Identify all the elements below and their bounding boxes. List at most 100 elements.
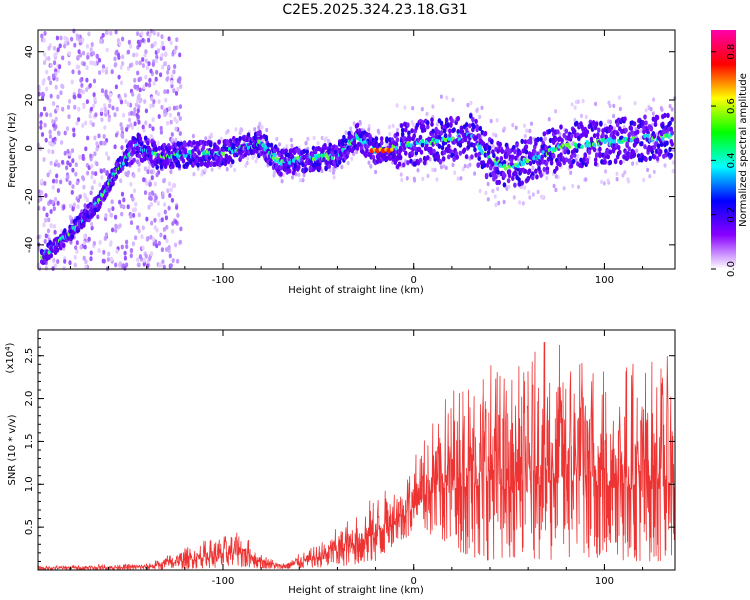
noise-dot <box>502 199 506 205</box>
noise-dot <box>109 31 113 36</box>
noise-dot <box>251 155 255 160</box>
noise-dot <box>54 178 59 184</box>
noise-dot <box>99 168 103 174</box>
noise-dot <box>486 197 490 202</box>
noise-dot <box>48 199 53 205</box>
ridge-dot <box>238 136 242 142</box>
noise-dot <box>225 167 229 172</box>
ridge-dot <box>442 128 447 134</box>
noise-dot <box>129 181 133 187</box>
ridge-dot <box>492 152 496 159</box>
ridge-dot <box>246 132 251 138</box>
y-tick-label: 1.0 <box>24 476 35 492</box>
noise-dot <box>150 175 154 181</box>
ridge-dot <box>400 127 405 133</box>
noise-dot <box>131 241 135 247</box>
noise-dot <box>90 185 94 191</box>
x-tick-label: 100 <box>595 275 614 286</box>
ridge-peak <box>444 137 448 143</box>
ridge-peak <box>221 151 225 156</box>
noise-dot <box>76 197 81 203</box>
ridge-dot <box>178 150 183 156</box>
noise-dot <box>71 184 75 190</box>
noise-dot <box>469 100 473 106</box>
noise-dot <box>49 209 53 214</box>
ridge-dot <box>463 137 468 143</box>
noise-dot <box>60 83 64 89</box>
noise-dot <box>125 239 129 245</box>
noise-dot <box>93 61 97 67</box>
noise-dot <box>136 159 140 165</box>
ridge-dot <box>491 161 495 167</box>
ridge-peak <box>603 139 607 145</box>
noise-dot <box>367 123 371 129</box>
noise-dot <box>151 191 155 196</box>
noise-dot <box>451 162 455 168</box>
noise-dot <box>170 74 174 79</box>
ridge-dot <box>474 118 478 124</box>
ridge-dot <box>630 130 635 136</box>
noise-dot <box>63 43 67 49</box>
noise-dot <box>580 113 583 119</box>
y-tick-label: 20 <box>24 94 35 107</box>
noise-dot <box>167 64 171 70</box>
noise-dot <box>150 43 154 49</box>
noise-dot <box>171 221 175 226</box>
ridge-dot <box>528 160 533 166</box>
ridge-dot <box>440 145 445 151</box>
noise-dot <box>123 265 127 271</box>
noise-dot <box>367 127 371 132</box>
noise-dot <box>66 174 70 180</box>
noise-dot <box>160 247 164 253</box>
ridge-dot <box>641 120 645 126</box>
ridge-dot <box>512 144 516 151</box>
ridge-dot <box>623 116 627 122</box>
noise-dot <box>56 200 60 206</box>
noise-dot <box>400 177 404 183</box>
noise-dot <box>47 75 51 81</box>
ridge-peak <box>567 144 572 150</box>
noise-dot <box>168 112 172 118</box>
noise-dot <box>570 102 574 107</box>
ridge-dot <box>627 146 631 152</box>
ridge-dot <box>556 129 560 135</box>
noise-dot <box>52 45 57 51</box>
ridge-dot <box>146 140 150 146</box>
noise-dot <box>171 183 175 188</box>
noise-dot <box>170 197 174 203</box>
noise-dot <box>413 178 417 183</box>
noise-dot <box>66 104 71 110</box>
noise-dot <box>61 106 65 112</box>
noise-dot <box>540 194 543 199</box>
ridge-dot <box>450 152 454 158</box>
noise-dot <box>77 93 81 99</box>
noise-dot <box>40 132 45 137</box>
noise-dot <box>48 140 52 146</box>
ridge-dot <box>347 130 352 137</box>
noise-dot <box>301 178 305 183</box>
ridge-dot <box>539 172 543 178</box>
noise-dot <box>47 149 51 154</box>
noise-dot <box>466 102 470 108</box>
ridge-dot <box>406 122 410 128</box>
noise-dot <box>174 137 178 143</box>
noise-dot <box>531 165 535 170</box>
ridge-dot <box>571 158 576 164</box>
noise-dot <box>114 223 118 229</box>
ridge-dot <box>443 133 448 139</box>
noise-dot <box>101 68 105 73</box>
noise-dot <box>668 104 672 109</box>
noise-dot <box>209 132 213 137</box>
ridge-peak <box>521 161 525 166</box>
noise-dot <box>73 104 77 110</box>
ridge-dot <box>473 147 477 153</box>
noise-dot <box>156 91 160 97</box>
noise-dot <box>119 80 124 86</box>
noise-dot <box>484 190 488 196</box>
noise-dot <box>174 45 178 51</box>
noise-dot <box>512 195 516 200</box>
noise-dot <box>163 202 167 207</box>
ridge-peak <box>262 143 266 148</box>
ridge-peak <box>435 139 439 144</box>
noise-dot <box>119 99 124 105</box>
